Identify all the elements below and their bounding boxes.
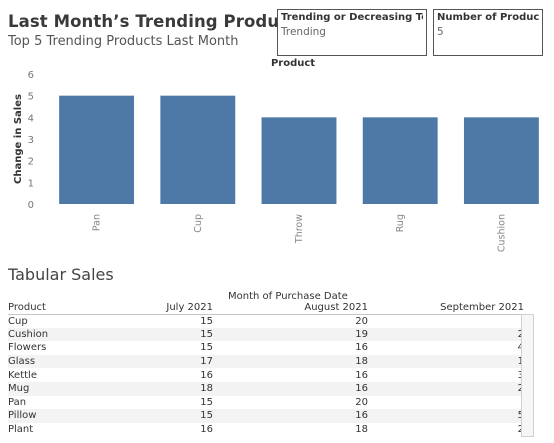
y-tick-label: 2 [28,157,34,168]
cell-product: Flowers [8,342,47,354]
cell-august: 18 [213,354,368,369]
cell-product: Cushion [8,327,118,342]
cell-august: 16 [213,381,368,396]
y-axis-title: Change in Sales [13,94,24,184]
cell-product: Kettle [8,369,37,381]
tabular-sales-title: Tabular Sales [8,265,114,284]
bar [59,95,135,204]
sales-table: Product July 2021 August 2021 September … [8,301,524,436]
cell-september [368,314,524,328]
y-tick-label: 1 [28,178,34,189]
cell-july: 15 [200,342,213,354]
x-category-label: Pan [92,214,103,231]
y-tick-label: 5 [28,92,34,103]
cell-september: 3 [368,368,524,382]
cell-july: 17 [118,354,213,369]
trending-toggle-filter[interactable]: Trending or Decreasing Toggle Trending [277,9,427,56]
table-row: Pillow15165 [8,409,524,423]
cell-september: 2 [368,381,524,396]
x-category-label: Cushion [496,214,507,252]
cell-product: Pillow [8,409,118,423]
table-row: Plant 16 182 [8,423,524,437]
cell-august: 16 [355,369,368,381]
cell-july: 18 [118,381,213,396]
table-header-row: Product July 2021 August 2021 September … [8,301,524,315]
column-header-product: Product [8,301,118,315]
cell-july: 15 [200,315,213,327]
cell-july: 15 [118,327,213,342]
y-tick-label: 3 [28,135,34,146]
number-of-products-value[interactable]: 5 [437,26,444,38]
x-category-label: Cup [193,214,204,233]
cell-september: 4 [368,341,524,355]
cell-product: Mug [8,381,118,396]
cell-september [368,396,524,410]
table-row: Pan 15 20 [8,396,524,410]
cell-july: 15 [118,409,213,423]
column-header-august: August 2021 [213,301,368,315]
number-of-products-label: Number of Products [437,12,539,23]
bar [362,117,438,204]
column-header-july: July 2021 [118,301,213,315]
cell-product: Plant [8,424,34,436]
table-row: Glass17181 [8,354,524,369]
y-tick-label: 6 [28,70,34,81]
bar [463,117,539,204]
number-of-products-filter[interactable]: Number of Products 5 [433,9,543,56]
table-row: Kettle16163 [8,368,524,382]
cell-july: 16 [200,424,213,436]
cell-september: 1 [368,354,524,369]
month-group-header: Month of Purchase Date [228,291,348,302]
cell-august: 18 [355,424,368,436]
cell-product: Glass [8,354,118,369]
cell-product: Pan [8,396,27,408]
bar [261,117,337,204]
bar-chart: Product Change in Sales 0 1 2 3 4 5 6 Pan Cup Throw… [13,58,539,252]
cell-july: 16 [200,369,213,381]
chart-title: Product [271,58,315,69]
trending-toggle-label: Trending or Decreasing Toggle [281,12,423,23]
cell-august: 16 [355,342,368,354]
bar [160,95,236,204]
cell-august: 19 [213,327,368,342]
table-row: Flowers 15 164 [8,341,524,355]
dashboard-subtitle: Top 5 Trending Products Last Month [8,34,239,49]
table-row: Mug18162 [8,381,524,396]
cell-september: 5 [368,409,524,423]
dashboard-title: Last Month’s Trending Products [8,12,307,31]
y-tick-label: 0 [28,200,34,211]
cell-july: 15 [200,396,213,408]
table-scrollbar[interactable] [521,314,534,437]
x-category-label: Throw [294,214,305,244]
trending-toggle-value[interactable]: Trending [281,26,326,38]
cell-product: Cup [8,315,28,327]
y-tick-label: 4 [28,113,34,124]
table-row: Cup 15 20 [8,314,524,328]
cell-august: 20 [355,315,368,327]
table-row: Cushion15192 [8,327,524,342]
cell-september: 2 [368,423,524,437]
column-header-september: September 2021 [368,301,524,315]
x-category-label: Rug [395,214,406,232]
cell-september: 2 [368,327,524,342]
cell-august: 20 [355,396,368,408]
cell-august: 16 [213,409,368,423]
